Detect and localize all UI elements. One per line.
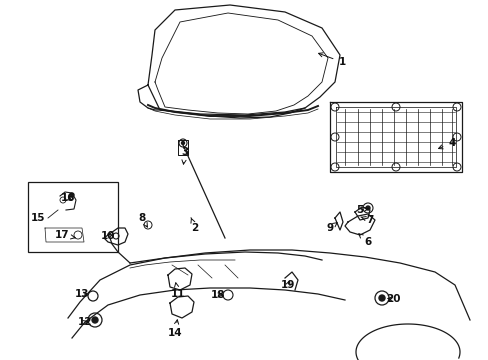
- Text: 13: 13: [75, 289, 89, 299]
- Circle shape: [378, 295, 384, 301]
- Circle shape: [181, 141, 184, 144]
- Text: 1: 1: [318, 53, 345, 67]
- Circle shape: [365, 206, 369, 210]
- Text: 3: 3: [181, 147, 188, 164]
- Text: 5: 5: [356, 205, 368, 215]
- Text: 19: 19: [280, 280, 295, 290]
- Text: 6: 6: [358, 234, 371, 247]
- Text: 11: 11: [170, 283, 185, 299]
- Text: 9: 9: [326, 222, 336, 233]
- Text: 8: 8: [138, 213, 147, 227]
- Text: 10: 10: [101, 231, 115, 241]
- Circle shape: [70, 193, 74, 197]
- Bar: [28, 182, 118, 252]
- Text: 20: 20: [385, 294, 400, 304]
- Text: 7: 7: [360, 215, 373, 225]
- Text: 18: 18: [210, 290, 225, 300]
- Text: 4: 4: [438, 138, 455, 149]
- Text: 16: 16: [61, 193, 75, 203]
- Text: 12: 12: [78, 317, 92, 327]
- Text: 14: 14: [167, 320, 182, 338]
- Text: 17: 17: [55, 230, 75, 240]
- Circle shape: [92, 317, 98, 323]
- Text: 15: 15: [31, 213, 45, 223]
- Text: 2: 2: [190, 218, 198, 233]
